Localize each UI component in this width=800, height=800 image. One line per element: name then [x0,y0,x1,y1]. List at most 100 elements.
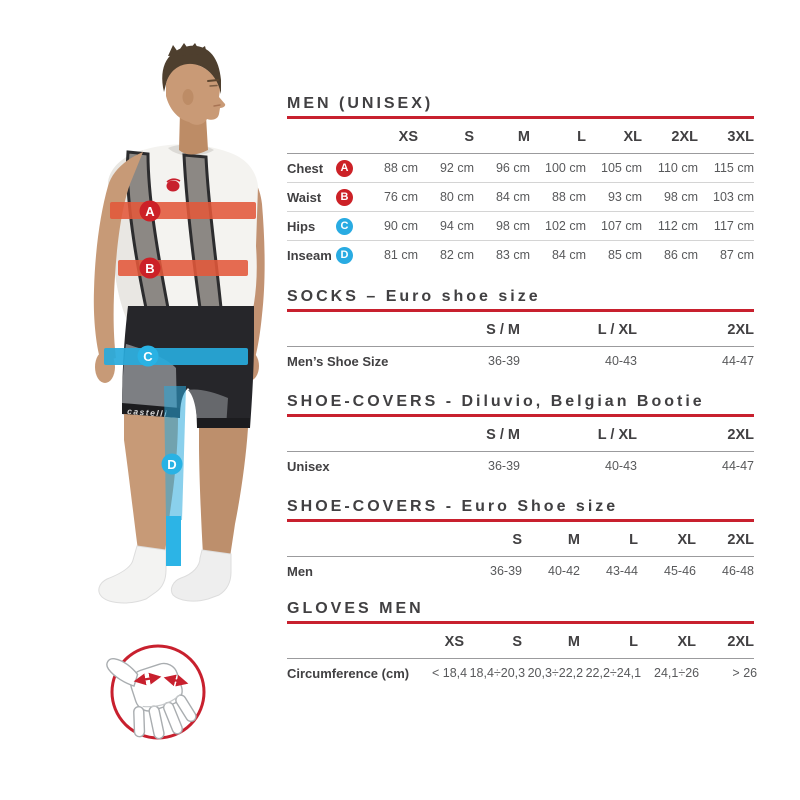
size-value: 36-39 [488,354,520,368]
row-label: Circumference (cm) [287,665,410,681]
size-value: 45-46 [664,564,696,578]
size-value: 83 cm [495,248,530,262]
column-header: XL [677,634,696,650]
size-value: 103 cm [713,190,754,204]
size-value: 84 cm [495,190,530,204]
inseam-measure-band: D [161,386,186,566]
row-label: Chest [287,160,324,176]
column-header: L [629,532,638,548]
row-label-cell: Hips C [287,217,362,235]
size-value: 117 cm [713,219,754,233]
size-value: 44-47 [722,354,754,368]
size-value: 18,4÷20,3 [469,666,526,680]
table-row: Chest A 88 cm 92 cm 96 cm 100 cm 105 cm 110 cm 1… [287,154,754,182]
marker-a-label: A [145,204,155,219]
red-rule [287,309,754,312]
table-row: Hips C 90 cm 94 cm 98 cm 102 cm 107 cm 112 cm 11… [287,211,754,240]
row-label-cell: Unisex [287,459,403,474]
size-value: 94 cm [439,219,474,233]
row-label: Inseam [287,247,332,263]
size-value: 44-47 [722,459,754,473]
size-value: 24,1÷26 [654,666,700,680]
size-value: > 26 [732,666,758,680]
table-title: SOCKS – Euro shoe size [287,288,541,305]
table-header-row: XS S M L XL 2XL 3XL [287,121,754,154]
circumference-arrow-icon [163,674,189,687]
marker-c-icon [137,345,159,367]
size-value: 115 cm [713,161,754,175]
size-value: 107 cm [601,219,642,233]
size-value: 93 cm [607,190,642,204]
red-rule [287,621,754,624]
column-header: S / M [486,322,520,338]
column-header: 2XL [671,129,698,145]
size-value: 88 cm [383,161,418,175]
size-value: 80 cm [439,190,474,204]
row-label: Waist [287,189,322,205]
size-value: 102 cm [545,219,586,233]
size-value: 110 cm [657,161,698,175]
man-model-illustration: castelli A B [93,43,265,740]
table-row: Unisex 36-39 40-43 44-47 [287,452,754,480]
column-header: XL [623,129,642,145]
size-table-1: MEN (UNISEX) XS S M L XL 2XL 3XL Chest A 88 cm 92 c… [287,95,754,269]
table-header-row: S M L XL 2XL [287,524,754,557]
column-header: S [512,532,522,548]
size-tables-pane: MEN (UNISEX) XS S M L XL 2XL 3XL Chest A 88 cm 92 c… [287,95,758,687]
waist-measure-band: B [118,257,248,279]
column-header: S [464,129,474,145]
column-header: S / M [486,427,520,443]
size-value: 76 cm [383,190,418,204]
column-header: 2XL [727,427,754,443]
size-value: 100 cm [545,161,586,175]
column-header: 2XL [727,634,754,650]
table-header-row: XS S M L XL 2XL [287,626,754,659]
marker-b-icon [139,257,161,279]
measure-marker-a-icon: A [336,159,353,177]
size-value: 87 cm [719,248,754,262]
column-header: XL [677,532,696,548]
row-label-cell: Inseam D [287,246,362,264]
size-value: 43-44 [606,564,638,578]
size-value: 22,2÷24,1 [585,666,642,680]
size-value: 112 cm [657,219,698,233]
marker-c-label: C [143,349,153,364]
column-header: L [577,129,586,145]
column-header: L / XL [597,322,637,338]
model-head [162,43,226,155]
marker-d-icon [161,453,183,475]
column-header: M [517,129,530,145]
row-label-cell: Waist B [287,188,362,206]
column-header: S [512,634,522,650]
row-label-cell: Circumference (cm) [287,666,409,681]
size-value: < 18,4 [432,666,468,680]
column-header: M [567,634,580,650]
table-row: Inseam D 81 cm 82 cm 83 cm 84 cm 85 cm 86 cm 87 … [287,240,754,269]
size-value: 40-43 [605,354,637,368]
size-table-4: SHOE-COVERS - Euro Shoe size S M L XL 2XL Men 3… [287,498,754,585]
row-label-cell: Chest A [287,159,362,177]
size-value: 98 cm [663,190,698,204]
table-title: SHOE-COVERS - Euro Shoe size [287,498,619,515]
table-row: Men 36-39 40-42 43-44 45-46 46-48 [287,557,754,585]
circumference-arrow-icon [133,672,162,686]
table-header-row: S / M L / XL 2XL [287,419,754,452]
row-label-cell: Men [287,564,464,579]
size-value: 40-42 [548,564,580,578]
red-rule [287,414,754,417]
table-title: GLOVES MEN [287,600,424,617]
size-value: 40-43 [605,459,637,473]
column-header: 2XL [727,322,754,338]
table-row: Men’s Shoe Size 36-39 40-43 44-47 [287,347,754,375]
size-table-3: SHOE-COVERS - Diluvio, Belgian Bootie S /… [287,393,754,480]
model-figure-pane: castelli A B [0,0,300,800]
marker-d-label: D [167,457,176,472]
row-label: Hips [287,218,316,234]
measure-marker-b-icon: B [336,188,353,206]
column-header: XS [444,634,464,650]
row-label-cell: Men’s Shoe Size [287,354,403,369]
table-row: Waist B 76 cm 80 cm 84 cm 88 cm 93 cm 98 cm 103 … [287,182,754,211]
size-table-2: SOCKS – Euro shoe size S / M L / XL 2XL Men’… [287,288,754,375]
row-label: Men’s Shoe Size [287,353,389,369]
castelli-scorpion-logo-icon [166,178,181,192]
